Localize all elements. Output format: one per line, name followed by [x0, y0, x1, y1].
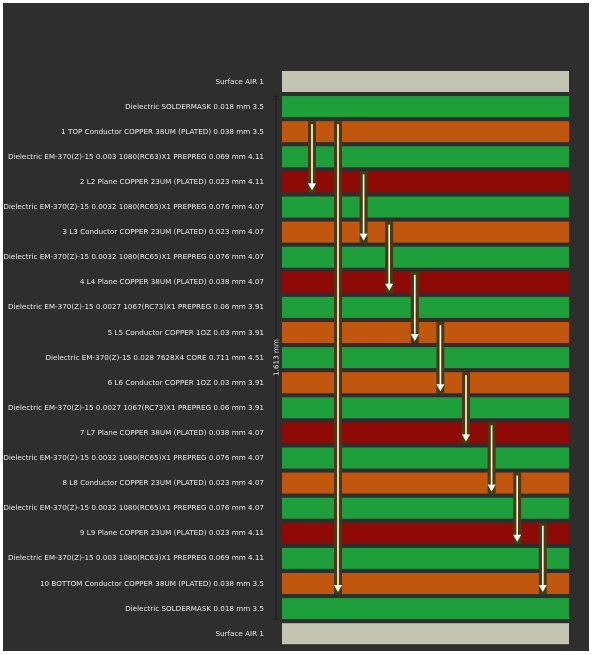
via-arrow-head — [359, 233, 368, 241]
layer-label: Dielectric EM-370(Z)-15 0.0027 1067(RC73… — [7, 302, 264, 312]
layer-bar-plane — [282, 422, 569, 444]
layer-bar-conductor — [282, 372, 569, 394]
layer-label: Dielectric EM-370(Z)-15 0.0032 1080(RC65… — [3, 202, 264, 211]
layer-bar-dielectric — [282, 397, 569, 419]
layer-label: Dielectric EM-370(Z)-15 0.003 1080(RC63)… — [7, 151, 264, 161]
layer-bar-conductor — [282, 221, 569, 243]
total-thickness-label: 1.613 mm — [271, 338, 281, 376]
stackup-panel: Surface AIR 1 Dielectric SOLDERMASK 0.018… — [3, 3, 589, 651]
layer-label: 10 BOTTOM Conductor COPPER 38UM (PLATED)… — [39, 578, 264, 588]
layer-bar-air — [282, 71, 569, 92]
layer-label: 5 L5 Conductor COPPER 1OZ 0.03 mm 3.91 — [107, 327, 264, 337]
layer-label: Dielectric EM-370(Z)-15 0.0032 1080(RC65… — [3, 503, 264, 513]
layer-bar-dielectric — [282, 598, 569, 620]
layer-label: 1 TOP Conductor COPPER 38UM (PLATED) 0.0… — [61, 126, 264, 136]
layer-label: 2 L2 Plane COPPER 23UM (PLATED) 0.023 mm… — [79, 176, 264, 186]
layer-label: 6 L6 Conductor COPPER 1OZ 0.03 mm 3.91 — [107, 377, 264, 387]
layer-label: Surface AIR 1 — [215, 76, 264, 86]
layer-label: Dielectric EM-370(Z)-15 0.0027 1067(RC73… — [7, 402, 264, 412]
layer-bar-conductor — [282, 121, 569, 143]
layer-label: 7 L7 Plane COPPER 38UM (PLATED) 0.038 mm… — [79, 427, 264, 437]
layer-label: Dielectric SOLDERMASK 0.018 mm 3.5 — [125, 603, 264, 613]
via-arrow-head — [410, 334, 419, 341]
layer-bar-plane — [282, 171, 569, 193]
via-arrow-head — [436, 384, 445, 392]
via-arrow-head — [385, 283, 394, 291]
layer-label: Dielectric EM-370(Z)-15 0.0032 1080(RC65… — [3, 453, 264, 462]
layer-bar-conductor — [282, 322, 569, 343]
layer-label: Dielectric EM-370(Z)-15 0.003 1080(RC63)… — [7, 553, 264, 563]
layer-bar-dielectric — [282, 296, 569, 318]
layer-label: 4 L4 Plane COPPER 38UM (PLATED) 0.038 mm… — [79, 277, 264, 287]
layer-bar-dielectric — [282, 547, 569, 569]
via-arrow-head — [462, 434, 470, 442]
layer-label: 8 L8 Conductor COPPER 23UM (PLATED) 0.02… — [62, 478, 264, 488]
via-arrow-head — [487, 484, 496, 492]
layer-bar-dielectric — [282, 497, 569, 519]
layer-bar-plane — [282, 522, 569, 544]
layer-bar-conductor — [282, 472, 569, 494]
layer-bar-dielectric — [282, 96, 569, 118]
layer-bar-dielectric — [282, 146, 569, 168]
layer-label: Dielectric EM-370(Z)-15 0.028 7628X4 COR… — [45, 352, 264, 362]
layer-bar-air — [282, 623, 569, 645]
layer-bar-dielectric — [282, 447, 569, 469]
via-arrow-head — [308, 183, 316, 191]
layer-bar-dielectric — [282, 196, 569, 218]
layer-label: Dielectric SOLDERMASK 0.018 mm 3.5 — [125, 101, 264, 111]
layer-bar-conductor — [282, 573, 569, 594]
layer-bar-dielectric — [282, 246, 569, 268]
layer-label: 3 L3 Conductor COPPER 23UM (PLATED) 0.02… — [62, 227, 264, 237]
layer-label: Surface AIR 1 — [215, 628, 264, 638]
via-arrow-head — [334, 585, 342, 592]
layer-label: Dielectric EM-370(Z)-15 0.0032 1080(RC65… — [3, 252, 264, 262]
layer-bar-plane — [282, 271, 569, 293]
layer-label: 9 L9 Plane COPPER 23UM (PLATED) 0.023 mm… — [79, 528, 264, 538]
via-arrow-head — [513, 534, 522, 542]
layer-bar-dielectric — [282, 347, 569, 369]
stackup-diagram — [273, 71, 569, 645]
via-arrow-head — [538, 585, 547, 592]
